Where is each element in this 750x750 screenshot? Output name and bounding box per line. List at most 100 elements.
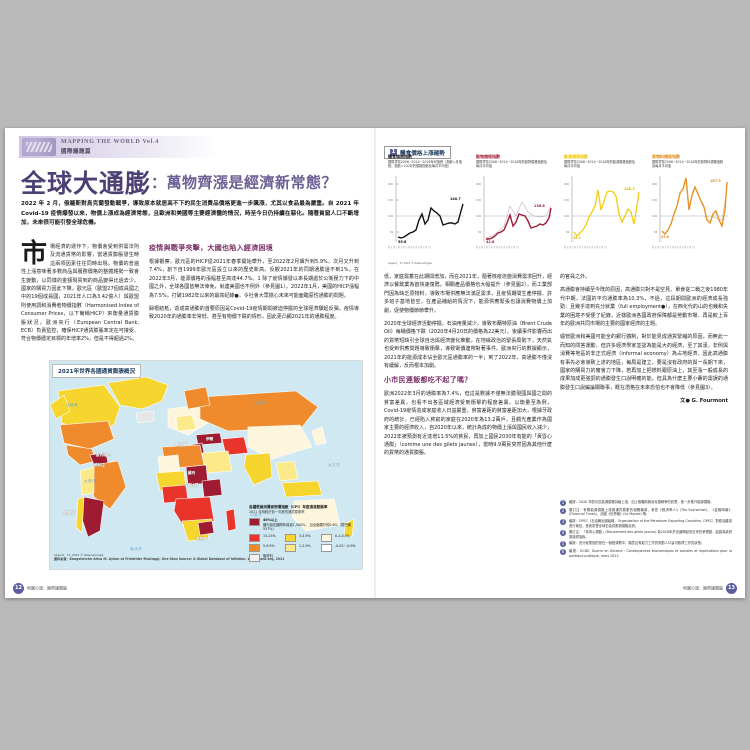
legend-top-label: 40%以上	[263, 518, 278, 523]
legend-swatch	[249, 534, 260, 542]
chart-grain-price-index[interactable]: 穀物價格指數 國際貨幣2006~2014~2016年的穀物價格指數及每月平均值 …	[472, 154, 560, 260]
chart-source: Légent：71 2022 © Retena/Cagle	[388, 262, 432, 265]
legend-row: 1-2.9%	[284, 544, 321, 552]
chart-block-heading: 1 糧食價格上漲趨勢	[384, 146, 451, 159]
chart-subtitle: 國際貨幣2006~2014~2016年的原物料價格指數及每月平均值	[652, 160, 724, 169]
footnote-text: 編按：OPEC（石油輸出國組織，Organization of the Petr…	[569, 518, 732, 528]
sea-label: 大西洋	[84, 479, 96, 483]
svg-text:150: 150	[564, 198, 569, 202]
legend-swatch	[320, 534, 332, 542]
chart-number-badge: 1	[390, 149, 397, 156]
left-column-b: 疫情與戰爭夾擊，大國也陷入經濟困境 根據觀察，歐元區的HICP從2021年春季開…	[149, 243, 359, 327]
chart-food-price-index[interactable]: 糧食價格指數 國際貨幣2006~2014~2016年代指數（指數=月指數，指數=…	[384, 154, 472, 265]
chart-subtitle: 國際貨幣2006~2014~2016年的能源價格指數及每月平均值	[564, 160, 636, 169]
legend-swatch	[249, 544, 260, 552]
footnote-item: 3 編按：OPEC（石油輸出國組織，Organization of the Pet…	[560, 518, 732, 529]
country-label: 衣索比亞	[184, 483, 199, 487]
svg-text:50: 50	[478, 230, 482, 234]
svg-text:32.6: 32.6	[661, 235, 670, 239]
folio-label: 地圖の道：國際議題篇	[27, 585, 67, 591]
legend-top-note: 國內設定國際年增逾1,500%， 且全面飆升的0.6%（幣巴威 557%）	[263, 522, 351, 532]
chart-title: 穀物價格指數	[476, 154, 500, 159]
svg-text:150: 150	[388, 198, 393, 202]
right-page: 1 糧食價格上漲趨勢 糧食價格指數 國際貨幣2006~2014~2016年代指數…	[376, 128, 745, 598]
legend-label: -0.02~-0.9%	[334, 544, 356, 548]
kicker-cn: 國際議題篇	[61, 149, 92, 155]
svg-text:187.9: 187.9	[710, 179, 721, 183]
right-column-b: 的官員之外。 高通膨會持續至今既的原因，高通膨只對不是空見、單食從二戰之後198…	[560, 273, 728, 404]
chart-raw-material-price-index[interactable]: 原物料價格指數 國際貨幣2006~2014~2016年的原物料價格指數及每月平均…	[648, 154, 736, 260]
page-gutter	[374, 128, 376, 598]
subheading: 疫情與戰爭夾擊，大國也陷入經濟困境	[149, 244, 274, 252]
legend-swatch	[284, 544, 296, 552]
paragraph: 歸根結柢，造成高通膨的首要原因是Covid-19疫情期間被迫停擺的全球經濟驟起反…	[149, 306, 359, 321]
author-signature: 文● G. Fourmont	[680, 398, 728, 405]
footnote-item: 4 審訂注：「黃背心運動」(Mouvement des gilets jaunes…	[560, 529, 732, 540]
world-inflation-map[interactable]: 2021年世界各國通貨膨脹概況	[49, 360, 363, 570]
chart-x-axis: ▏▏▏▏▏▏▏▏▏▏▏▏▏▏▏▏▏▏▏▏▏▏▏▏▏▏	[388, 246, 432, 249]
chart-block-title: 糧食價格上漲趨勢	[400, 150, 445, 157]
paragraph: 2020年全球經濟活動停擺，石油用量減少，導致布蘭特原油（Brent Crude…	[384, 321, 552, 370]
legend-swatch	[320, 544, 332, 552]
chart-x-axis: ▏▏▏▏▏▏▏▏▏▏▏▏▏▏▏▏▏▏▏▏▏▏▏▏▏▏	[564, 246, 608, 249]
chart-x-axis: ▏▏▏▏▏▏▏▏▏▏▏▏▏▏▏▏▏▏▏▏▏▏▏▏▏▏	[476, 246, 520, 249]
legend-label: 5-9.9%	[263, 544, 275, 548]
map-source-line1: Légent：71_2022 © Retena/Cagle	[54, 553, 104, 557]
legend-swatch	[249, 518, 260, 527]
svg-text:100: 100	[388, 214, 393, 218]
legend-row: 無資料	[249, 554, 285, 562]
footnote-number: 5	[560, 541, 566, 548]
folio-label: 地圖の道：國際議題篇	[683, 585, 723, 591]
magazine-spread: MAPPING THE WORLD Vol.4 國際議題篇 全球大通膨：萬物齊漲…	[5, 128, 745, 598]
body-text: 歐洲2022年3月的通膨率為7.4%，但這是數據不僅無法體現國與國之間的貧富差異…	[384, 390, 552, 457]
footnote-number: 2	[560, 507, 566, 514]
footnote-text: 編按：OCDE, Guerre en Ukraine : Conséquence…	[569, 548, 732, 558]
svg-text:50: 50	[654, 230, 658, 234]
legend-row: 15-25%	[249, 534, 285, 542]
body-text: 低，家庭需蓄在此期間增加，而在2021年，隨著核疫逝施消費需求回升，經濟以餐飲業…	[384, 273, 552, 370]
page-number: 13	[726, 583, 737, 594]
footnote-text: 編按：2020 年歐元區能源價格持續上漲，加上俄羅斯與烏克蘭戰爭的影響，進一步推…	[569, 500, 714, 504]
map-title: 2021年世界各國通貨膨脹概況	[52, 364, 142, 378]
paragraph: 低，家庭需蓄在此期間增加，而在2021年，隨著核疫逝施消費需求回升，經濟以餐飲業…	[384, 274, 552, 314]
page-number: 12	[13, 583, 24, 594]
legend-subtitle: 2021 年相較於前一年度的通貨膨脹率	[249, 510, 305, 515]
folio-right: 地圖の道：國際議題篇 13	[683, 583, 737, 594]
folio-left: 12 地圖の道：國際議題篇	[13, 583, 67, 594]
legend-swatch	[249, 554, 260, 562]
chart-energy-price-index[interactable]: 能源價格指數 國際貨幣2006~2014~2016年的能源價格指數及每月平均值 …	[560, 154, 648, 260]
legend-swatch	[284, 534, 296, 542]
chart-end-value: 140.7	[450, 197, 461, 201]
chart-title: 原物料價格指數	[652, 154, 680, 159]
legend-bands: 15-25% 3-4.9% 0-1-0.9% 5-9.9% 1-2.9% -0.…	[249, 534, 357, 564]
country-label: 辛巴威	[196, 537, 207, 541]
country-label: 阿根廷	[64, 511, 75, 515]
map-source-line2: 資料來源：Kangsherche Arius M. Ayhan at Fried…	[54, 557, 285, 561]
legend-label: 1-2.9%	[298, 544, 311, 548]
svg-text:42.6: 42.6	[486, 240, 495, 244]
legend-row: 0-1-0.9%	[320, 534, 357, 542]
body-text: 的官員之外。 高通膨會持續至今既的原因，高通膨只對不是空見、單食從二戰之後198…	[560, 273, 728, 392]
sea-label: 北極海	[66, 403, 78, 407]
legend-label: 0-1-0.9%	[334, 534, 350, 538]
legend-label: 3-4.9%	[298, 534, 311, 538]
page-title: 全球大通膨：萬物齊漲是經濟新常態？	[21, 164, 337, 200]
footnote-number: 1	[560, 500, 566, 506]
title-sub: ：萬物齊漲是經濟新常態？	[151, 173, 338, 192]
paragraph: 根據觀察，歐元區的HICP從2021年春季開始攀升，至2022年2月飆升到5.9…	[149, 259, 359, 299]
chart-start-value: 55.6	[398, 240, 407, 244]
svg-text:200: 200	[652, 182, 657, 186]
sea-label: 北冰洋	[254, 401, 266, 405]
footnote-text: 編按：充分就業指的是在一個經濟體中，願意且有能力工作的勞動人口皆可取得工作的狀態…	[569, 541, 705, 546]
section-kicker: MAPPING THE WORLD Vol.4 國際議題篇	[19, 136, 219, 158]
svg-text:200: 200	[388, 182, 393, 186]
paragraph: 儘管歐洲和美國可能全的銀行體制，對於能見成通貨緊縮的原因，而無此一而知的問答運動…	[560, 334, 728, 391]
paragraph: 高通膨會持續至今既的原因，高通膨只對不是空見、單食從二戰之後1980年代中期，法…	[560, 287, 728, 328]
legend-label: 15-25%	[263, 534, 276, 538]
footnote-text: 審訂注：「黃背心運動」(Mouvement des gilets jaunes)…	[569, 529, 732, 539]
country-label: 伊朗	[206, 437, 214, 441]
footnotes: 1 編按：2020 年歐元區能源價格持續上漲，加上俄羅斯與烏克蘭戰爭的影響，進一步…	[560, 500, 732, 560]
paragraph: 歐洲2022年3月的通膨率為7.4%，但這是數據不僅無法體現國與國之間的貧富差異…	[384, 391, 552, 457]
map-graphic	[50, 361, 362, 569]
country-label: 黎巴嫩	[176, 443, 187, 447]
